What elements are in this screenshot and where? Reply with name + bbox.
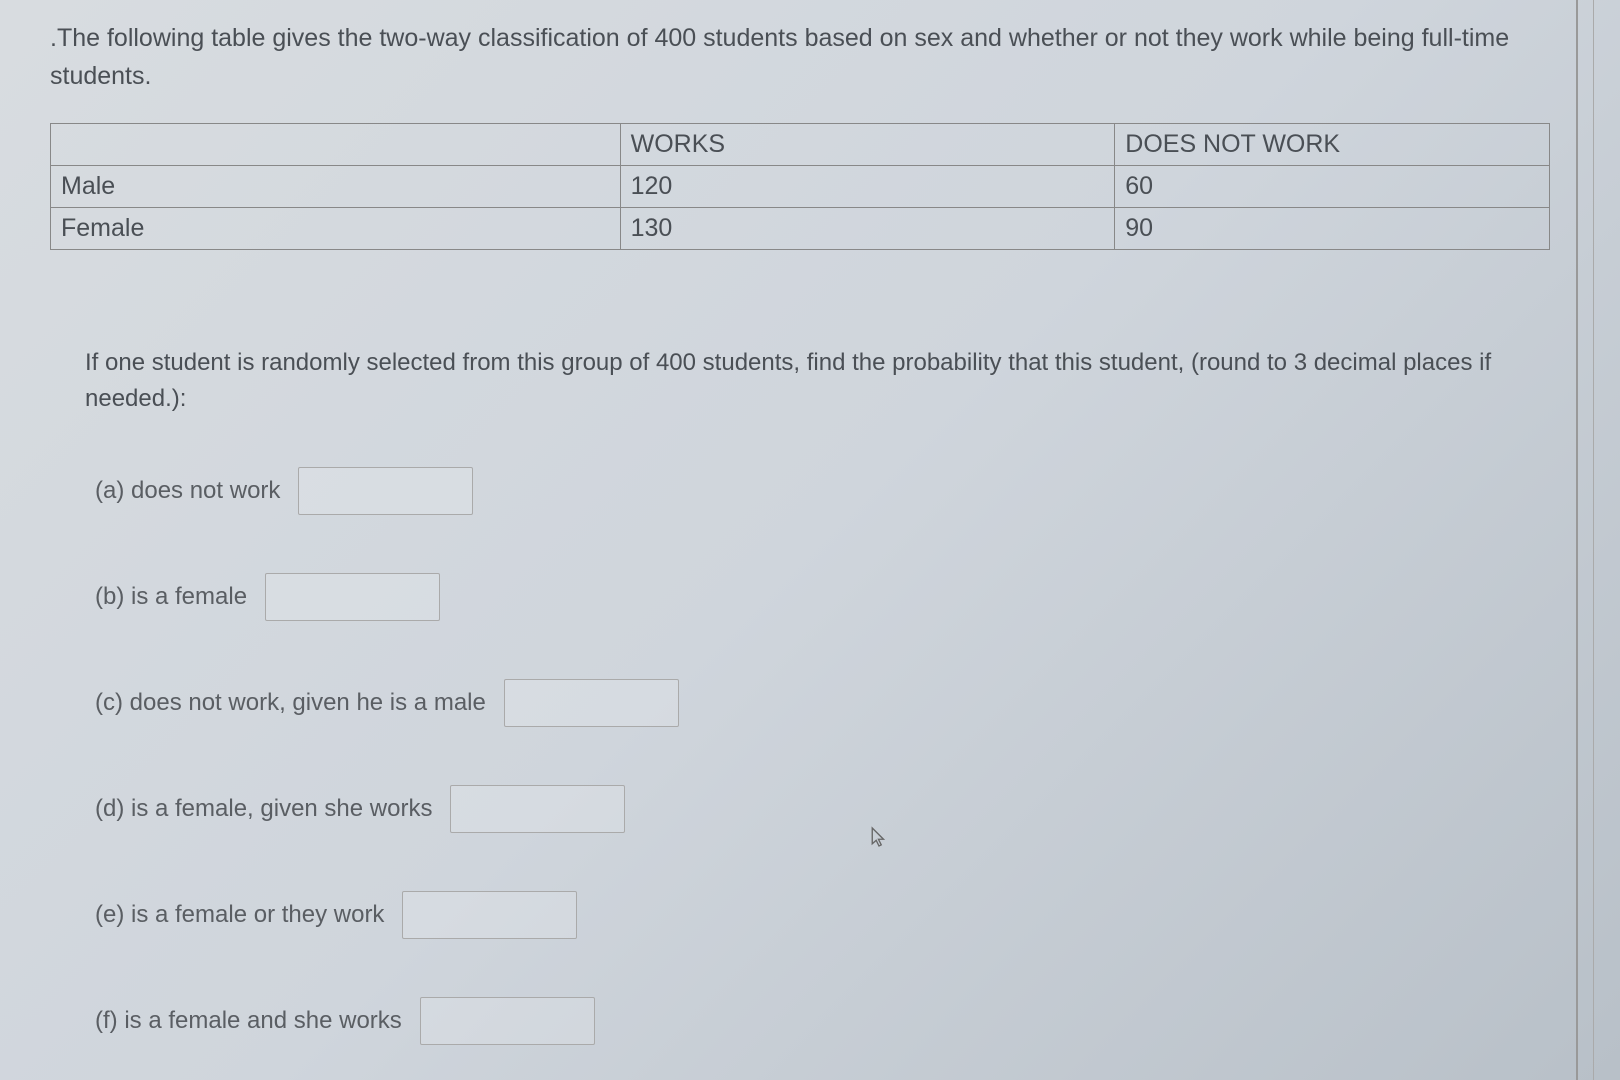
cursor-icon	[870, 825, 888, 849]
cell-male-works: 120	[620, 166, 1115, 208]
table-row: Female 130 90	[51, 208, 1550, 250]
question-f-row: (f) is a female and she works	[95, 997, 1550, 1045]
table-header-row: WORKS DOES NOT WORK	[51, 124, 1550, 166]
question-a-label: (a) does not work	[95, 477, 280, 505]
question-b-row: (b) is a female	[95, 573, 1550, 621]
classification-table: WORKS DOES NOT WORK Male 120 60 Female 1…	[50, 123, 1550, 250]
question-f-label: (f) is a female and she works	[95, 1007, 402, 1035]
question-c-label: (c) does not work, given he is a male	[95, 689, 486, 717]
cell-female-notwork: 90	[1115, 208, 1550, 250]
table-header-notwork: DOES NOT WORK	[1115, 124, 1550, 166]
question-e-label: (e) is a female or they work	[95, 901, 384, 929]
cell-female-works: 130	[620, 208, 1115, 250]
question-e-row: (e) is a female or they work	[95, 891, 1550, 939]
answer-input-a[interactable]	[298, 467, 473, 515]
table-header-empty	[51, 124, 621, 166]
question-intro: If one student is randomly selected from…	[85, 345, 1550, 417]
question-d-row: (d) is a female, given she works	[95, 785, 1550, 833]
table-header-works: WORKS	[620, 124, 1115, 166]
answer-input-d[interactable]	[450, 785, 625, 833]
answer-input-b[interactable]	[265, 573, 440, 621]
question-b-label: (b) is a female	[95, 583, 247, 611]
cell-male-notwork: 60	[1115, 166, 1550, 208]
page-border-right	[1576, 0, 1578, 1080]
row-label-male: Male	[51, 166, 621, 208]
table-row: Male 120 60	[51, 166, 1550, 208]
page-border-right-2	[1593, 0, 1594, 1080]
answer-input-e[interactable]	[402, 891, 577, 939]
intro-text: .The following table gives the two-way c…	[50, 20, 1550, 95]
answer-input-f[interactable]	[420, 997, 595, 1045]
row-label-female: Female	[51, 208, 621, 250]
question-a-row: (a) does not work	[95, 467, 1550, 515]
question-c-row: (c) does not work, given he is a male	[95, 679, 1550, 727]
answer-input-c[interactable]	[504, 679, 679, 727]
question-d-label: (d) is a female, given she works	[95, 795, 432, 823]
